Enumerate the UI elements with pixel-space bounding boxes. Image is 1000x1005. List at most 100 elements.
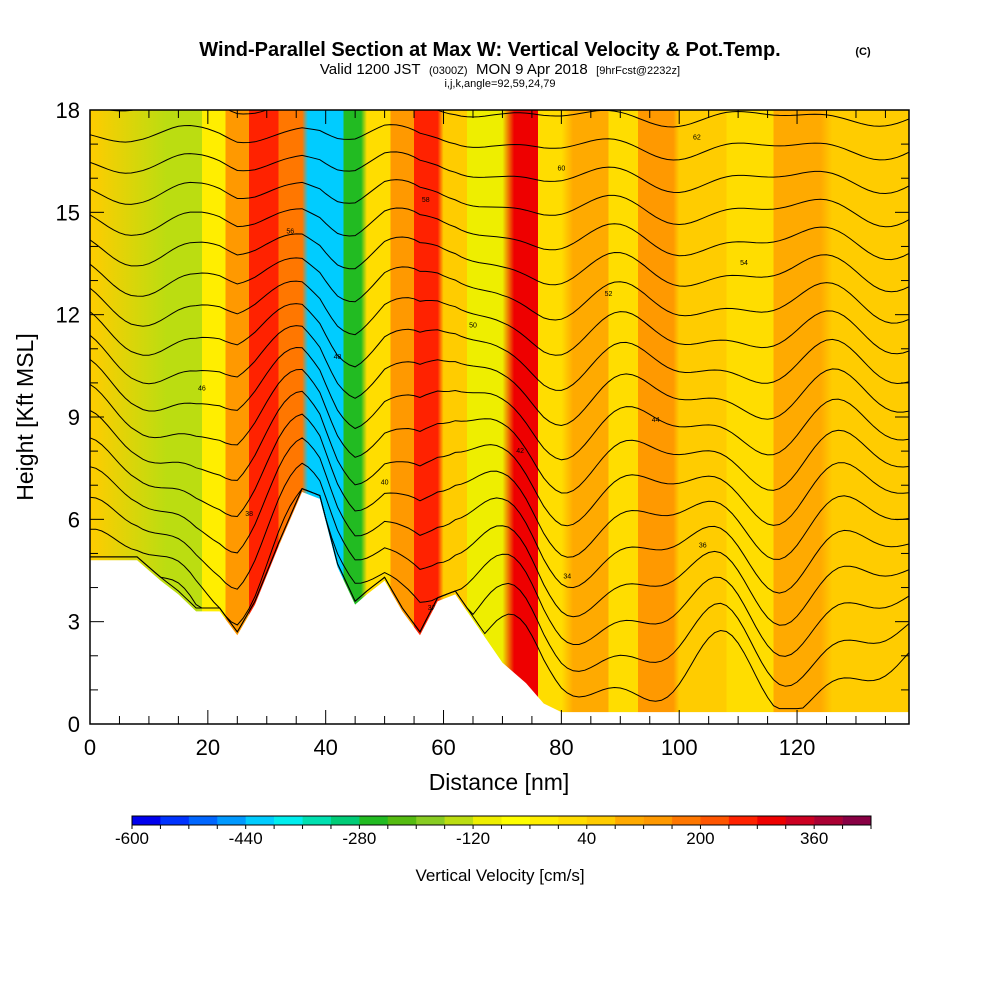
chart-title: Wind-Parallel Section at Max W: Vertical… — [199, 39, 780, 61]
y-tick-label: 3 — [68, 610, 80, 635]
subtitle-date: MON 9 Apr 2018 — [476, 61, 588, 78]
colorbar-tick-label: 360 — [800, 829, 828, 848]
colorbar-label: Vertical Velocity [cm/s] — [415, 866, 584, 885]
theta-contour-label: 60 — [558, 166, 566, 173]
colorbar-swatch — [615, 816, 644, 825]
x-tick-label: 60 — [431, 735, 455, 760]
theta-contour-label: 42 — [516, 448, 524, 455]
theta-contour — [90, 124, 909, 161]
colorbar-tick-label: -280 — [342, 829, 376, 848]
y-tick-label: 12 — [56, 303, 80, 328]
colorbar-swatch — [700, 816, 730, 825]
theta-contour — [90, 462, 909, 626]
colorbar — [131, 815, 872, 826]
colorbar-swatch — [529, 816, 559, 825]
theta-contour-label: 48 — [334, 354, 342, 361]
colorbar-swatch — [217, 816, 246, 825]
x-axis-ticks: 0 20 40 60 80 100 120 — [84, 110, 886, 760]
x-tick-label: 100 — [661, 735, 698, 760]
x-tick-label: 40 — [313, 735, 337, 760]
subtitle-valid: Valid 1200 JST — [320, 61, 421, 78]
theta-contour-label: 36 — [699, 542, 707, 549]
theta-contour — [90, 437, 909, 594]
subtitle-forecast: [9hrFcst@2232z] — [596, 65, 680, 77]
y-tick-label: 6 — [68, 507, 80, 532]
potential-temperature-contours: 283032343638404244464850525456586062 — [90, 110, 909, 710]
theta-contour-label: 40 — [381, 480, 389, 487]
theta-contour-label: 34 — [563, 574, 571, 581]
colorbar-swatch — [274, 816, 303, 825]
colorbar-swatch — [473, 816, 502, 825]
theta-contour — [90, 280, 909, 356]
theta-contour — [90, 303, 909, 391]
x-tick-label: 0 — [84, 735, 96, 760]
subtitle-line: Valid 1200 JST (0300Z) MON 9 Apr 2018 [9… — [320, 61, 680, 78]
colorbar-swatch — [728, 816, 758, 825]
colorbar-tick-label: 200 — [686, 829, 714, 848]
theta-contour — [106, 110, 909, 128]
colorbar-tick-label: -120 — [456, 829, 490, 848]
y-axis-label: Height [Kft MSL] — [12, 333, 38, 500]
y-tick-label: 9 — [68, 405, 80, 430]
colorbar-swatch — [558, 816, 588, 825]
colorbar-swatch — [330, 816, 360, 825]
theta-contour-label: 52 — [605, 291, 613, 298]
theta-contour-label: 54 — [740, 260, 748, 267]
x-tick-label: 120 — [779, 735, 816, 760]
colorbar-swatch — [359, 816, 389, 825]
theta-contour — [90, 368, 909, 494]
x-tick-label: 80 — [549, 735, 573, 760]
theta-contour — [90, 390, 909, 527]
theta-contour — [90, 346, 909, 461]
theta-contour — [90, 413, 909, 560]
theta-contour-label: 38 — [245, 511, 253, 518]
colorbar-swatch — [501, 816, 531, 825]
grid-params-line: i,j,k,angle=92,59,24,79 — [444, 78, 555, 90]
theta-contour-label: 56 — [286, 229, 294, 236]
theta-contour — [90, 487, 909, 657]
y-tick-label: 15 — [56, 200, 80, 225]
colorbar-swatch — [785, 816, 815, 825]
colorbar-swatch — [643, 816, 673, 825]
colorbar-swatch — [387, 816, 417, 825]
terrain-mask — [90, 492, 909, 724]
colorbar-swatch — [814, 816, 843, 825]
colorbar-tick-label: 40 — [577, 829, 596, 848]
plot-area: 283032343638404244464850525456586062 — [90, 110, 909, 724]
theta-contour — [90, 257, 909, 324]
colorbar-swatch — [416, 816, 445, 825]
colorbar-swatch — [757, 816, 787, 825]
y-tick-label: 0 — [68, 712, 80, 737]
theta-contour-label: 44 — [652, 417, 660, 424]
colorbar-swatch — [586, 816, 616, 825]
colorbar-swatch — [302, 816, 332, 825]
theta-contour-label: 46 — [198, 385, 206, 392]
theta-contour-label: 32 — [428, 605, 436, 612]
colorbar-tick-label: -600 — [115, 829, 149, 848]
theta-contour — [90, 325, 909, 427]
x-axis-label: Distance [nm] — [429, 769, 570, 795]
theta-contour — [90, 233, 909, 293]
y-tick-label: 18 — [56, 98, 80, 123]
theta-contour — [90, 179, 909, 228]
x-tick-label: 20 — [196, 735, 220, 760]
colorbar-swatch — [188, 816, 218, 825]
theta-contour-label: 50 — [469, 323, 477, 330]
colorbar-swatch — [245, 816, 275, 825]
copyright-mark: (C) — [855, 46, 871, 58]
subtitle-zulu: (0300Z) — [429, 65, 468, 77]
colorbar-swatch — [842, 816, 872, 825]
colorbar-tick-label: -440 — [229, 829, 263, 848]
theta-contour-label: 58 — [422, 197, 430, 204]
colorbar-swatch — [444, 816, 474, 825]
theta-contour-label: 62 — [693, 134, 701, 141]
colorbar-ticks: -600 -440 -280 -120 40 200 360 — [115, 825, 872, 848]
colorbar-swatch — [132, 816, 161, 825]
theta-contour — [90, 151, 909, 195]
colorbar-swatch — [672, 816, 701, 825]
theta-contour — [90, 207, 909, 261]
colorbar-swatch — [160, 816, 190, 825]
